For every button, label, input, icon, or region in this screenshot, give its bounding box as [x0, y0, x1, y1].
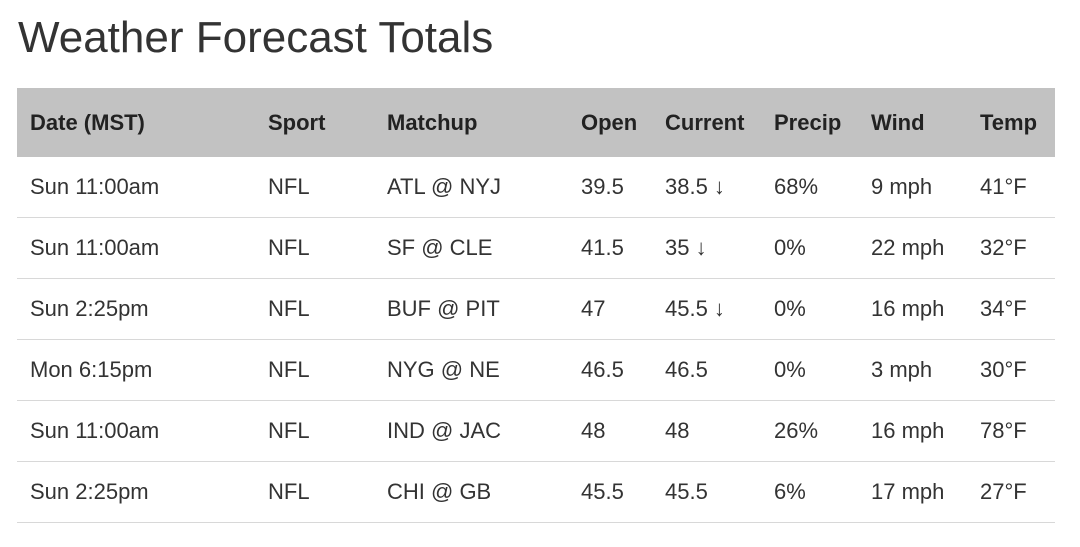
table-row: Sun 11:00am NFL SF @ CLE 41.5 35 ↓ 0% 22 mph 32…: [17, 217, 1055, 279]
table-cell: 46.5: [652, 339, 761, 401]
table-row: Sun 11:00am NFL IND @ JAC 48 48 26% 16 mph 78°F: [17, 400, 1055, 462]
table-cell: Sun 11:00am: [17, 157, 255, 218]
table-cell: BUF @ PIT: [374, 278, 568, 340]
column-header: Precip: [761, 88, 858, 157]
table-cell: 3 mph: [858, 339, 967, 401]
table-cell: IND @ JAC: [374, 400, 568, 462]
table-cell: 9 mph: [858, 157, 967, 218]
table-cell: 68%: [761, 157, 858, 218]
table-cell: 16 mph: [858, 400, 967, 462]
table-cell: Sun 2:25pm: [17, 278, 255, 340]
table-cell: 6%: [761, 461, 858, 523]
table-cell: 0%: [761, 339, 858, 401]
table-cell: 39.5: [568, 157, 652, 218]
table-cell: 46.5: [568, 339, 652, 401]
table-row: Sun 2:25pm NFL BUF @ PIT 47 45.5 ↓ 0% 16 mph 34…: [17, 278, 1055, 340]
forecast-table: Date (MST) Sport Matchup Open Current Precip W…: [17, 88, 1055, 523]
table-cell: 27°F: [967, 461, 1055, 523]
table-cell: 48: [652, 400, 761, 462]
table-cell: 78°F: [967, 400, 1055, 462]
header-row: Date (MST) Sport Matchup Open Current Precip W…: [17, 88, 1055, 157]
table-cell: ATL @ NYJ: [374, 157, 568, 218]
table-cell: 45.5: [568, 461, 652, 523]
table-cell: 45.5: [652, 461, 761, 523]
table-cell: Sun 11:00am: [17, 217, 255, 279]
table-cell: NFL: [255, 339, 374, 401]
table-cell: 30°F: [967, 339, 1055, 401]
table-cell: 32°F: [967, 217, 1055, 279]
table-cell: 22 mph: [858, 217, 967, 279]
column-header: Current: [652, 88, 761, 157]
table-cell: 17 mph: [858, 461, 967, 523]
table-cell: 38.5 ↓: [652, 157, 761, 218]
table-cell: Sun 2:25pm: [17, 461, 255, 523]
table-cell: NFL: [255, 461, 374, 523]
table-cell: 41.5: [568, 217, 652, 279]
table-row: Sun 2:25pm NFL CHI @ GB 45.5 45.5 6% 17 mph 27°…: [17, 461, 1055, 523]
table-cell: 47: [568, 278, 652, 340]
page-title: Weather Forecast Totals: [18, 13, 494, 62]
column-header: Temp: [967, 88, 1055, 157]
table-cell: 41°F: [967, 157, 1055, 218]
table-cell: 34°F: [967, 278, 1055, 340]
column-header: Date (MST): [17, 88, 255, 157]
table-cell: 45.5 ↓: [652, 278, 761, 340]
table-cell: NFL: [255, 217, 374, 279]
table-cell: 0%: [761, 278, 858, 340]
column-header: Matchup: [374, 88, 568, 157]
table-cell: CHI @ GB: [374, 461, 568, 523]
table-row: Sun 11:00am NFL ATL @ NYJ 39.5 38.5 ↓ 68% 9 mp…: [17, 157, 1055, 218]
table-cell: 48: [568, 400, 652, 462]
column-header: Open: [568, 88, 652, 157]
column-header: Sport: [255, 88, 374, 157]
table-cell: 0%: [761, 217, 858, 279]
table-row: Mon 6:15pm NFL NYG @ NE 46.5 46.5 0% 3 mph 30°F: [17, 339, 1055, 401]
table-cell: SF @ CLE: [374, 217, 568, 279]
column-header: Wind: [858, 88, 967, 157]
table-cell: 35 ↓: [652, 217, 761, 279]
table-cell: Sun 11:00am: [17, 400, 255, 462]
table-cell: NFL: [255, 278, 374, 340]
table-cell: 16 mph: [858, 278, 967, 340]
table-cell: NYG @ NE: [374, 339, 568, 401]
table-cell: NFL: [255, 157, 374, 218]
table-cell: Mon 6:15pm: [17, 339, 255, 401]
table-cell: NFL: [255, 400, 374, 462]
table-cell: 26%: [761, 400, 858, 462]
table-body: Sun 11:00am NFL ATL @ NYJ 39.5 38.5 ↓ 68% 9 mp…: [17, 157, 1055, 523]
